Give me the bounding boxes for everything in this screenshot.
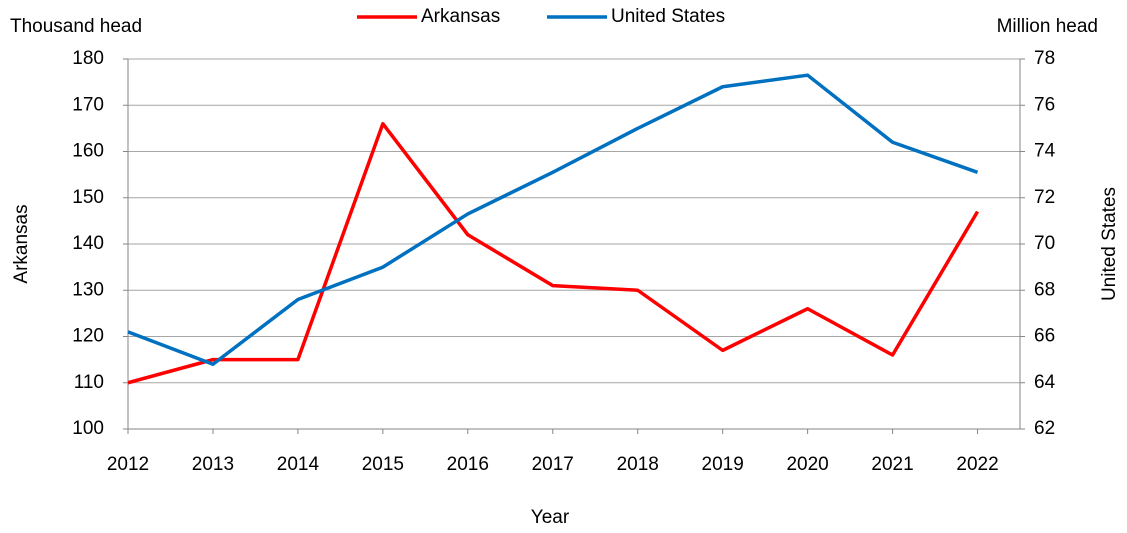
- y2-tick-label: 62: [1034, 418, 1055, 439]
- x-tick-label: 2020: [786, 454, 828, 475]
- x-tick-label: 2014: [277, 454, 320, 475]
- legend-label: United States: [611, 6, 725, 27]
- y2-tick-label: 72: [1034, 187, 1055, 208]
- x-tick-label: 2017: [532, 454, 574, 475]
- x-tick-label: 2013: [192, 454, 234, 475]
- right-unit: Million head: [997, 16, 1098, 37]
- y2-tick-label: 70: [1034, 233, 1055, 254]
- left-unit: Thousand head: [10, 16, 142, 37]
- y-tick-label: 130: [72, 279, 104, 300]
- y-axis-label: Arkansas: [11, 204, 32, 283]
- x-tick-label: 2012: [107, 454, 149, 475]
- y-tick-label: 170: [72, 94, 104, 115]
- y2-tick-label: 74: [1034, 141, 1056, 162]
- y2-tick-label: 66: [1034, 326, 1055, 347]
- y-tick-label: 160: [72, 141, 104, 162]
- y-tick-label: 140: [72, 233, 104, 254]
- y-tick-label: 120: [72, 326, 104, 347]
- y2-tick-label: 68: [1034, 279, 1055, 300]
- y2-tick-label: 64: [1034, 372, 1056, 393]
- series-line: [127, 122, 980, 385]
- legend-label: Arkansas: [421, 6, 500, 27]
- y-tick-label: 180: [72, 48, 104, 69]
- x-axis-label: Year: [531, 507, 570, 528]
- y2-tick-label: 76: [1034, 94, 1055, 115]
- y2-axis-label: United States: [1099, 187, 1120, 301]
- x-tick-label: 2021: [871, 454, 913, 475]
- y-tick-label: 110: [74, 372, 104, 393]
- y2-tick-label: 78: [1034, 48, 1055, 69]
- y-tick-label: 150: [72, 187, 104, 208]
- x-tick-label: 2015: [362, 454, 404, 475]
- x-tick-label: 2022: [956, 454, 998, 475]
- x-tick-label: 2019: [702, 454, 744, 475]
- x-tick-label: 2018: [617, 454, 659, 475]
- x-tick-label: 2016: [447, 454, 489, 475]
- series-line: [127, 73, 979, 366]
- y-tick-label: 100: [72, 418, 104, 439]
